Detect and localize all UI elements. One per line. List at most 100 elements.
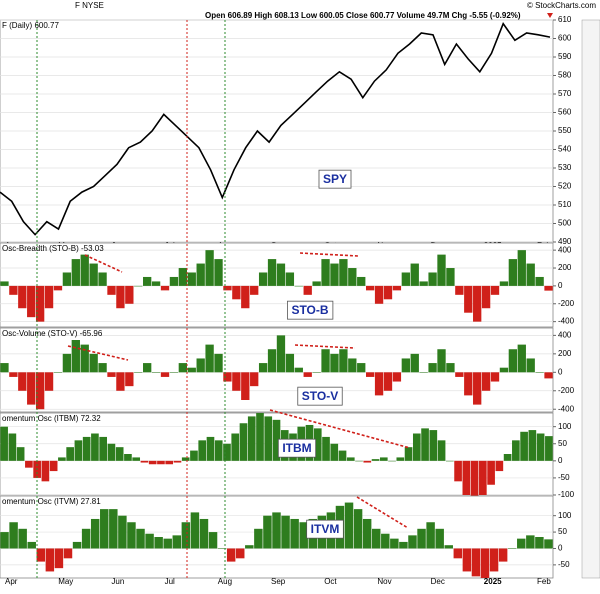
histogram-bar [428,272,437,286]
histogram-bar [45,548,55,572]
histogram-bar [258,363,268,373]
histogram-bar [63,548,73,559]
histogram-bar [82,436,91,461]
histogram-bar [145,533,154,549]
histogram-bar [132,457,141,461]
histogram-bar [254,528,263,549]
histogram-bar [392,285,402,291]
histogram-bar [535,537,544,549]
histogram-bar [190,450,198,461]
histogram-bar [419,281,428,286]
x-tick-label: 2025 [484,577,502,586]
histogram-bar [53,372,63,373]
histogram-bar [169,372,179,373]
histogram-bar [27,285,36,318]
histogram-bar [517,250,526,286]
histogram-bar [190,512,200,549]
histogram-bar [401,272,410,286]
panel-title: omentum Osc (ITBM) 72.32 [2,414,101,423]
histogram-bar [18,372,27,391]
histogram-bar [353,509,363,549]
histogram-bar [263,515,272,549]
histogram-bar [444,545,453,549]
histogram-bar [35,372,45,410]
histogram-bar [199,518,209,549]
histogram-bar [241,285,250,309]
panel-label: STO-B [291,303,328,317]
histogram-bar [115,447,124,461]
histogram-bar [58,457,66,461]
histogram-bar [299,522,308,549]
histogram-bar [285,272,295,286]
histogram-bar [125,372,134,387]
histogram-bar [499,281,509,286]
histogram-bar [272,512,281,549]
histogram-bar [62,272,72,286]
histogram-bar [321,259,330,286]
histogram-bar [0,532,9,549]
histogram-bar [53,285,63,291]
histogram-bar [453,548,463,559]
histogram-bar [417,528,426,549]
y-tick-label: 50 [558,527,567,536]
histogram-bar [109,509,118,549]
histogram-bar [198,440,207,461]
histogram-bar [479,460,487,495]
histogram-bar [399,541,408,549]
histogram-bar [27,541,36,549]
histogram-bar [498,548,508,562]
histogram-bar [473,372,482,405]
histogram-bar [535,276,544,286]
histogram-bar [339,349,348,373]
histogram-bar [544,372,553,379]
histogram-bar [338,450,347,461]
histogram-bar [281,515,290,549]
histogram-bar [178,363,188,373]
y-tick-label: -400 [558,317,575,326]
histogram-bar [526,263,535,286]
histogram-bar [80,254,89,286]
histogram-bar [526,535,535,549]
histogram-bar [71,340,80,373]
histogram-bar [371,459,380,461]
histogram-bar [9,285,18,295]
histogram-bar [125,285,134,304]
histogram-bar [348,268,357,286]
histogram-bar [357,363,366,373]
histogram-bar [136,528,145,549]
label-box [318,169,352,189]
panel-label: ITBM [282,441,311,455]
histogram-bar [330,353,339,373]
histogram-bar [81,528,91,549]
histogram-bar [140,460,149,463]
histogram-bar [239,423,248,461]
histogram-bar [388,460,396,462]
histogram-bar [134,285,143,287]
y-tick-label: 560 [558,108,572,117]
histogram-bar [98,272,107,286]
histogram-bar [9,372,18,377]
histogram-bar [245,545,254,549]
x-tick-label: Oct [324,577,337,586]
histogram-bar [508,259,518,286]
histogram-bar [404,447,413,461]
y-tick-label: 50 [558,439,567,448]
histogram-bar [196,358,205,373]
trend-line [84,254,123,273]
y-tick-label: 490 [558,237,572,246]
histogram-bar [178,268,188,286]
histogram-bar [98,363,107,373]
label-box [277,438,317,458]
histogram-bar [437,349,446,373]
histogram-bar [401,358,410,373]
histogram-bar [455,372,464,377]
histogram-bar [536,433,545,461]
histogram-bar [499,367,509,373]
panel-title: omentum Osc (ITVM) 27.81 [2,497,101,506]
histogram-bar [99,436,107,461]
histogram-bar [390,538,399,549]
histogram-bar [426,522,435,549]
histogram-bar [294,367,303,373]
histogram-bar [365,372,375,377]
x-tick-label: Dec [431,577,445,586]
